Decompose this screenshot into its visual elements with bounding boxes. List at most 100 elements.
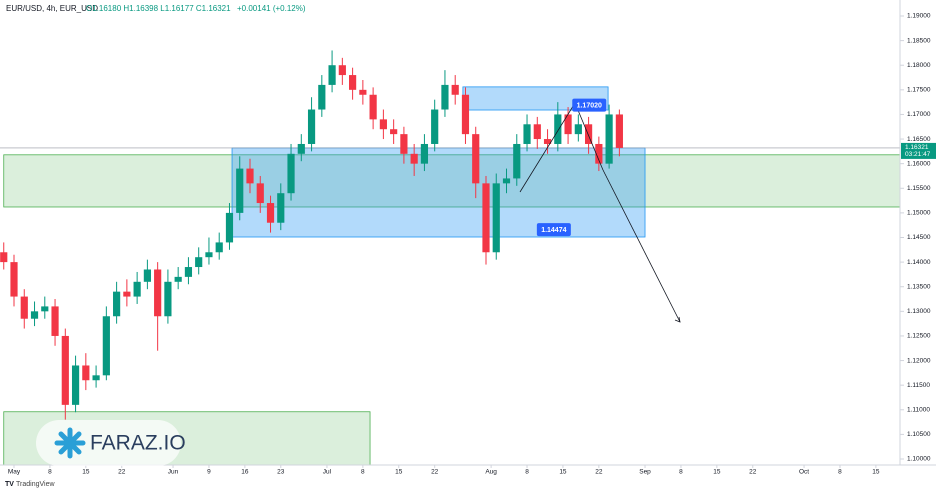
candle-body (256, 183, 264, 204)
trend-line (519, 102, 576, 193)
x-tick-label: 15 (872, 469, 880, 476)
y-tick-label: 1.16500 (907, 136, 931, 143)
zones (3, 86, 901, 466)
x-tick-label: 8 (679, 469, 683, 476)
zone (3, 154, 901, 208)
candle-body (184, 267, 193, 277)
candle-body (51, 306, 59, 336)
x-tick-label: 15 (713, 469, 721, 476)
ohlc: O1.16180 H1.16398 L1.16177 C1.16321 (86, 4, 231, 13)
y-tick-label: 1.18000 (907, 62, 931, 69)
x-tick-label: Jul (323, 469, 332, 476)
x-tick-label: 16 (241, 469, 249, 476)
candle-body (451, 84, 459, 95)
y-tick-label: 1.10500 (907, 431, 931, 438)
y-tick-label: 1.15500 (907, 185, 931, 192)
candle-body (615, 114, 623, 148)
candle-body (225, 212, 234, 243)
annotation-label: 1.14474 (541, 227, 566, 234)
zone (231, 147, 646, 238)
x-tick-label: 8 (361, 469, 365, 476)
footer-logo: TV (5, 481, 14, 488)
candle-body (318, 84, 326, 110)
watermark-logo (54, 427, 86, 459)
candle-body (420, 143, 429, 164)
y-tick-label: 1.11000 (907, 406, 930, 413)
candle-body (113, 291, 121, 317)
candle-body (82, 365, 90, 381)
candle-body (205, 252, 213, 258)
last-price-label: 1.16321 (905, 144, 929, 151)
x-tick-label: 22 (595, 469, 603, 476)
candle-body (605, 114, 613, 164)
footer: TradingView (16, 481, 55, 488)
candle-body (71, 365, 80, 405)
candle-body (277, 193, 285, 223)
arrow-head (674, 316, 681, 323)
y-tick-label: 1.14000 (907, 259, 931, 266)
y-tick-label: 1.11500 (907, 382, 930, 389)
last-price-box (901, 142, 936, 159)
y-tick-label: 1.12000 (907, 357, 931, 364)
header: EUR/USD, 4h, EUR_USD O1.16180 H1.16398 L… (6, 4, 306, 13)
candle-body (359, 89, 367, 95)
candle-body (513, 143, 521, 179)
candle-body (287, 153, 295, 194)
candle-body (349, 75, 357, 90)
candle-body (20, 296, 28, 319)
candle-body (595, 143, 603, 164)
trend-line (574, 102, 604, 171)
x-tick-label: May (8, 469, 21, 476)
candle-body (564, 114, 572, 135)
candle-body (554, 114, 562, 144)
candle-body (482, 183, 490, 253)
x-tick-label: 23 (277, 469, 285, 476)
candle-body (30, 311, 39, 319)
candle-body (328, 65, 336, 85)
candle-body (236, 168, 244, 213)
candle-body (246, 168, 254, 184)
candle-body (0, 252, 8, 263)
x-tick-label: 9 (207, 469, 211, 476)
y-tick-label: 1.18500 (907, 37, 931, 44)
candle-body (410, 153, 418, 164)
y-tick-label: 1.17500 (907, 87, 931, 94)
candle-body (266, 203, 275, 223)
candle-body (154, 269, 162, 317)
candle-body (390, 129, 398, 135)
countdown: 03:21:47 (905, 151, 931, 158)
candle-body (502, 178, 511, 184)
candle-body (369, 94, 377, 120)
x-tick-label: Oct (799, 469, 809, 476)
candle-body (574, 124, 582, 135)
y-tick-label: 1.16000 (907, 160, 931, 167)
candle-body (92, 375, 100, 381)
candle-body (338, 65, 346, 76)
candle-body (215, 242, 223, 253)
annotation-box (536, 223, 571, 237)
candle-body (123, 291, 131, 297)
candle-body (143, 269, 151, 282)
candle-body (297, 143, 305, 154)
y-tick-label: 1.10000 (907, 456, 931, 463)
symbol: EUR/USD, 4h, EUR_USD (6, 4, 98, 13)
trend-line (602, 169, 681, 323)
x-tick-label: Sep (639, 469, 651, 476)
watermark-text: FARAZ.IO (90, 432, 186, 455)
candle-body (10, 262, 18, 297)
candle-body (164, 281, 172, 317)
candle-body (102, 316, 110, 376)
y-tick-label: 1.13500 (907, 283, 931, 290)
annotation-box (572, 98, 607, 112)
x-tick-label: 15 (82, 469, 90, 476)
x-tick-label: 22 (749, 469, 757, 476)
y-tick-label: 1.15000 (907, 210, 931, 217)
axes: 1.10000 1.10500 1.11000 1.11500 1.12000 1.125… (8, 13, 936, 476)
candle-body (523, 124, 531, 144)
candle-body (379, 119, 387, 130)
candle-body (533, 124, 541, 140)
y-tick-label: 1.14500 (907, 234, 931, 241)
candle-body (195, 257, 203, 268)
